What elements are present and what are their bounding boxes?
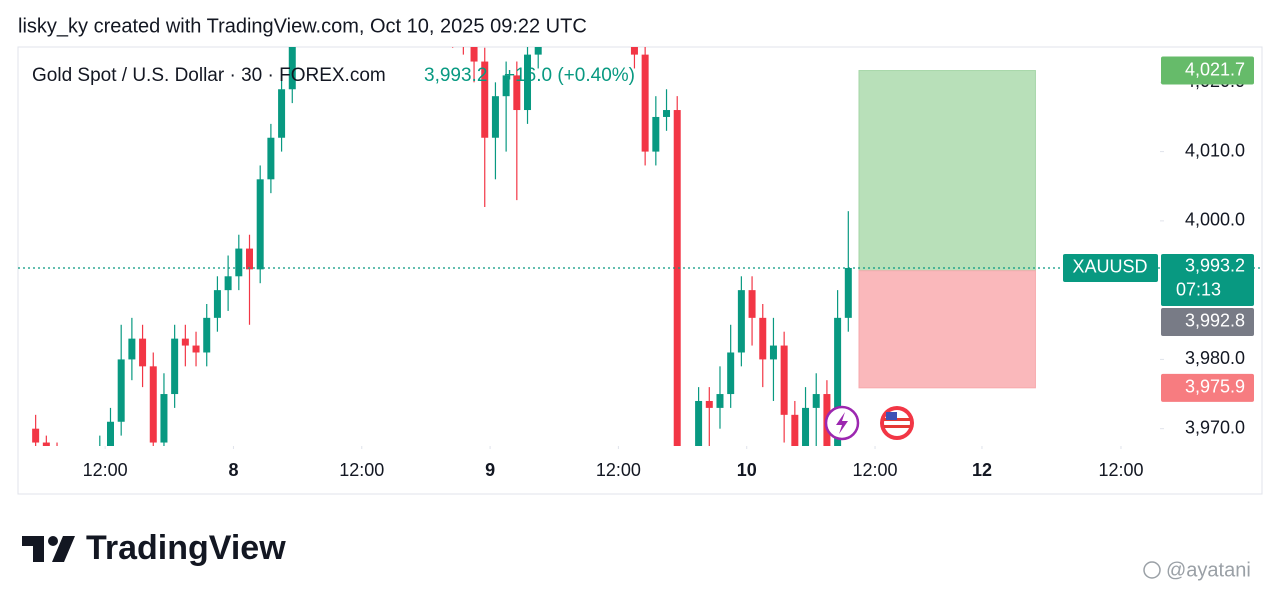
x-tick-label: 12 [972,460,992,480]
x-tick-label: 8 [228,460,238,480]
y-tick-label: 4,000.0 [1185,210,1245,230]
symbol-badge-bg [1063,253,1158,282]
entry-badge-bg [1161,307,1254,336]
candle-body [641,54,649,152]
x-tick-label: 12:00 [1098,460,1143,480]
event-icons [824,405,914,441]
candle-body [502,75,510,97]
candle-body [32,428,40,443]
candle-body [716,394,724,408]
candle-body [267,137,275,180]
candle-body [42,442,50,446]
x-tick-label: 12:00 [596,460,641,480]
candle-body [481,61,489,138]
flag-canton [886,412,897,420]
candle-body [139,338,147,367]
last-price-badge: 3,993.2 [1185,256,1245,276]
symbol-badge: XAUUSD [1072,257,1147,277]
candle-body [235,248,243,277]
candle-body [192,345,200,353]
countdown: 07:13 [1176,280,1221,300]
logo-dot [48,536,58,546]
candle-body [844,267,852,318]
symbol-title: Gold Spot / U.S. Dollar · 30 · FOREX.com [32,65,386,86]
candle-body [727,352,735,395]
candle-body [791,414,799,446]
chart-frame [17,46,1263,495]
candle-body [470,47,478,62]
x-tick-label: 12:00 [339,460,384,480]
target-badge-bg [1161,56,1254,85]
candle-body [181,338,189,346]
candle-body [75,470,82,477]
brand: TradingView [86,529,286,567]
y-tick-label: 3,980.0 [1185,348,1245,368]
last-badge-bg [1161,253,1254,306]
candle-body [769,345,777,360]
loss-zone [858,270,1036,389]
profit-zone [858,70,1036,272]
logo-slash [52,536,75,562]
candle-body [534,47,542,55]
event-bolt [836,412,848,434]
candle-body [812,394,820,408]
candle-body [491,96,499,138]
candle-body [663,110,671,117]
logo-t [22,536,44,562]
candle-body [545,0,552,13]
candle-body [802,407,810,446]
target-badge: 4,021.7 [1185,59,1245,79]
candle-body [673,110,681,446]
stop-badge: 3,975.9 [1185,377,1245,397]
candle-body [171,338,179,395]
candle-body [64,463,71,470]
candle-body [246,248,254,270]
candle-body [737,290,745,353]
y-tick-label: 4,010.0 [1185,140,1245,160]
candle-body [834,317,842,446]
legend: Gold Spot / U.S. Dollar · 30 · FOREX.com… [32,65,635,86]
candle-body [224,276,232,291]
candle-body [759,317,767,360]
candle-body [780,345,788,415]
x-tick-label: 10 [737,460,757,480]
candle-body [213,290,221,318]
candle-body [428,0,435,6]
candle-body [128,338,136,360]
candle-body [278,89,286,138]
candle-body [149,366,157,443]
candle-body [160,394,168,443]
legend-price: 3,993.2 [424,65,487,86]
candle-body [748,290,756,318]
candle-body [684,484,691,498]
stop-badge-bg [1161,373,1254,402]
candle-body [620,13,627,27]
plot-area [32,0,1036,498]
candle-body [610,0,617,13]
x-tick-label: 12:00 [853,460,898,480]
x-tick-label: 12:00 [83,460,128,480]
y-tick-label: 3,970.0 [1185,417,1245,437]
candle-body [106,421,114,446]
candle-body [524,54,532,111]
header: lisky_ky created with TradingView.com, O… [18,15,587,37]
candle-body [54,456,61,463]
candle-body [203,317,211,353]
candle-body [630,47,638,55]
brand-logo: TradingView [22,529,286,567]
candle-body [513,75,521,111]
candle-body [652,116,660,152]
flag-stripe [884,425,910,428]
candle-body [695,400,703,446]
candle-body [256,179,264,270]
candle-body [117,359,125,422]
watermark: @ayatani [1166,559,1251,581]
watermark-icon [1143,561,1161,579]
entry-badge: 3,992.8 [1185,311,1245,331]
x-tick-label: 9 [485,460,495,480]
candle-body [288,47,296,90]
candle-body [705,400,713,408]
legend-change: +16.0 (+0.40%) [504,65,635,86]
